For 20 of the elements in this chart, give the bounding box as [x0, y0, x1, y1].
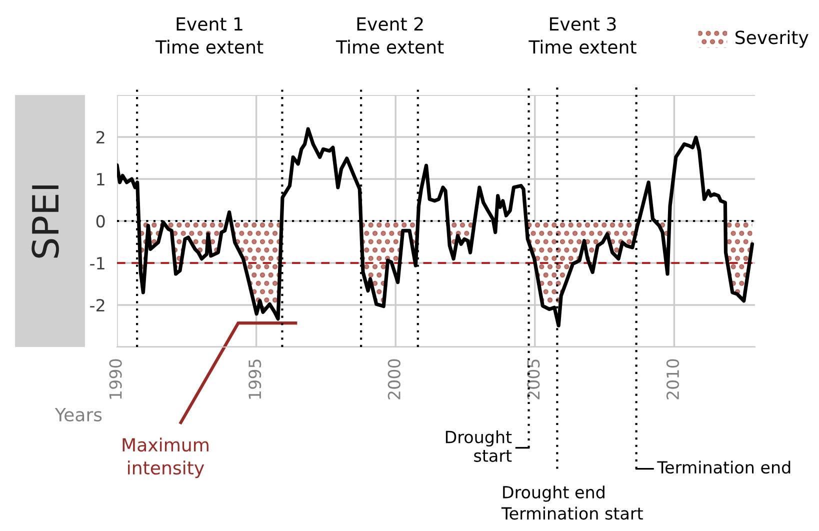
text: Event 1 Time extent	[155, 17, 264, 54]
x-tick-label: 2000	[388, 359, 400, 400]
ref-line-label: Drought end Termination start	[501, 486, 643, 520]
x-tick-label: 1995	[248, 360, 262, 399]
ref-line-label: Drought start	[446, 430, 512, 462]
x-tick-label: 2005	[527, 360, 540, 400]
text: Event 3 Time extent	[528, 17, 636, 54]
y-tick-label: 2	[96, 130, 104, 144]
y-tick-label: -1	[90, 257, 104, 270]
x-tick-label: 1990	[109, 359, 122, 399]
text: Event 2 Time extent	[336, 17, 444, 54]
y-tick-label: -2	[90, 298, 104, 312]
legend-label: Severity	[736, 30, 808, 48]
x-tick-label: 2010	[666, 359, 680, 400]
ref-line-label: Termination end	[657, 460, 790, 474]
text: Maximum intensity	[122, 438, 208, 478]
x-axis-title: Years	[54, 408, 102, 422]
y-tick-label: 0	[96, 214, 105, 228]
y-axis-title: SPEI	[32, 185, 59, 258]
y-tick-label: 1	[97, 173, 104, 186]
